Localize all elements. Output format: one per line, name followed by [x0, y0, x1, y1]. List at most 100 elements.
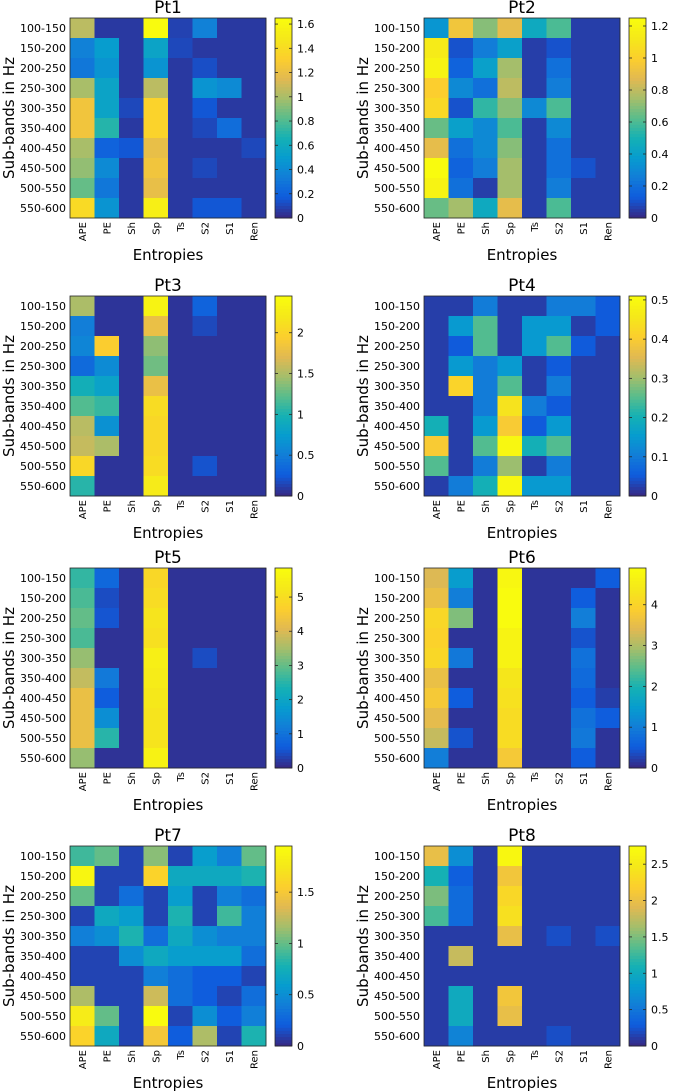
- y-tick-label: 200-250: [374, 612, 420, 625]
- plot-frame: [423, 567, 621, 769]
- x-tick-label: APE: [78, 500, 89, 519]
- heatmap-cell: [241, 396, 267, 417]
- heatmap-cell: [522, 436, 547, 457]
- colorbar-segment: [629, 193, 646, 197]
- colorbar-segment: [629, 102, 646, 107]
- heatmap-cell: [119, 58, 144, 79]
- heatmap-cell: [241, 946, 267, 967]
- heatmap-cell: [217, 118, 242, 139]
- x-tick-label: Ts: [176, 1050, 187, 1061]
- y-tick-label: 200-250: [20, 890, 66, 903]
- colorbar-segment: [275, 105, 292, 110]
- colorbar-segment: [629, 739, 646, 744]
- heatmap-cell: [522, 476, 547, 497]
- colorbar-segment: [275, 608, 292, 613]
- colorbar-tick-label: 4: [297, 625, 304, 638]
- heatmap-cell: [546, 846, 572, 867]
- heatmap-cell: [473, 316, 498, 337]
- heatmap-cell: [546, 608, 572, 629]
- colorbar-segment: [629, 992, 646, 997]
- colorbar-segment: [275, 214, 292, 219]
- colorbar-segment: [275, 193, 292, 197]
- heatmap-cell: [217, 708, 242, 729]
- heatmap-cell: [192, 588, 218, 609]
- colorbar-segment: [275, 939, 292, 944]
- x-tick-label: Ren: [249, 772, 260, 791]
- colorbar-frame: [628, 845, 647, 1047]
- colorbar-tick-label: 4: [651, 599, 658, 612]
- colorbar-segment: [629, 658, 646, 663]
- colorbar-segment: [629, 480, 646, 485]
- heatmap-cell: [522, 568, 547, 589]
- heatmap-cell: [595, 118, 621, 139]
- colorbar-segment: [275, 724, 292, 728]
- heatmap-cell: [241, 356, 267, 377]
- colorbar-segment: [275, 568, 292, 572]
- colorbar-segment: [629, 674, 646, 678]
- y-tick-label: 200-250: [374, 890, 420, 903]
- colorbar-segment: [275, 52, 292, 57]
- heatmap-cell: [424, 476, 449, 497]
- colorbar-segment: [629, 339, 646, 344]
- heatmap-cell: [522, 138, 547, 159]
- heatmap-cell: [168, 906, 193, 927]
- colorbar-segment: [629, 974, 646, 978]
- colorbar-segment: [629, 427, 646, 431]
- heatmap-cell: [241, 416, 267, 437]
- colorbar-segment: [275, 627, 292, 632]
- colorbar-segment: [275, 649, 292, 653]
- heatmap-cell: [571, 588, 596, 609]
- colorbar-segment: [275, 652, 292, 657]
- heatmap-cell: [546, 356, 572, 377]
- y-axis-label: Sub-bands in Hz: [0, 57, 18, 179]
- colorbar-segment: [275, 408, 292, 413]
- y-axis-label: Sub-bands in Hz: [354, 885, 372, 1007]
- heatmap-cell: [448, 178, 474, 199]
- heatmap-cell: [448, 866, 474, 887]
- heatmap-cell: [571, 38, 596, 59]
- colorbar-segment: [629, 330, 646, 335]
- heatmap-cell: [571, 866, 596, 887]
- y-axis-label: Sub-bands in Hz: [0, 885, 18, 1007]
- heatmap-cell: [70, 336, 95, 357]
- colorbar-segment: [275, 752, 292, 757]
- colorbar-segment: [275, 327, 292, 331]
- heatmap-cell: [94, 568, 120, 589]
- colorbar-tick-label: 0.5: [651, 294, 669, 307]
- heatmap-cell: [473, 396, 498, 417]
- heatmap-cell: [546, 58, 572, 79]
- colorbar-segment: [629, 1036, 646, 1041]
- colorbar-segment: [629, 458, 646, 463]
- heatmap-cell: [424, 748, 449, 769]
- heatmap-cell: [94, 668, 120, 689]
- colorbar-segment: [629, 199, 646, 203]
- heatmap-cell: [595, 946, 621, 967]
- y-axis-label: Sub-bands in Hz: [354, 607, 372, 729]
- heatmap-cell: [94, 966, 120, 987]
- heatmap-cell: [497, 986, 523, 1007]
- colorbar-segment: [629, 639, 646, 644]
- heatmap-cell: [119, 38, 144, 59]
- colorbar-segment: [275, 618, 292, 622]
- heatmap-cell: [546, 708, 572, 729]
- colorbar-segment: [629, 364, 646, 369]
- colorbar-segment: [629, 614, 646, 619]
- y-tick-label: 550-600: [20, 480, 66, 493]
- heatmap-cell: [143, 416, 169, 437]
- heatmap-cell: [595, 648, 621, 669]
- heatmap-cell: [595, 926, 621, 947]
- colorbar-segment: [275, 1027, 292, 1031]
- colorbar-segment: [275, 593, 292, 597]
- heatmap-cell: [448, 376, 474, 397]
- heatmap-cell: [448, 456, 474, 477]
- y-tick-label: 150-200: [20, 870, 66, 883]
- colorbar-segment: [275, 989, 292, 994]
- y-tick-label: 150-200: [374, 320, 420, 333]
- heatmap-cell: [571, 416, 596, 437]
- colorbar-segment: [275, 577, 292, 582]
- colorbar-segment: [629, 980, 646, 985]
- colorbar-segment: [275, 124, 292, 128]
- heatmap-cell: [70, 1006, 95, 1027]
- heatmap-cell: [94, 118, 120, 139]
- colorbar-segment: [629, 86, 646, 91]
